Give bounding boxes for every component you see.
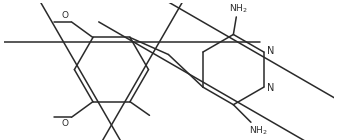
Text: N: N: [267, 46, 274, 56]
Text: NH$_2$: NH$_2$: [229, 3, 247, 15]
Text: N: N: [267, 83, 274, 93]
Text: NH$_2$: NH$_2$: [249, 124, 268, 137]
Text: O: O: [61, 119, 68, 128]
Text: O: O: [61, 11, 68, 20]
